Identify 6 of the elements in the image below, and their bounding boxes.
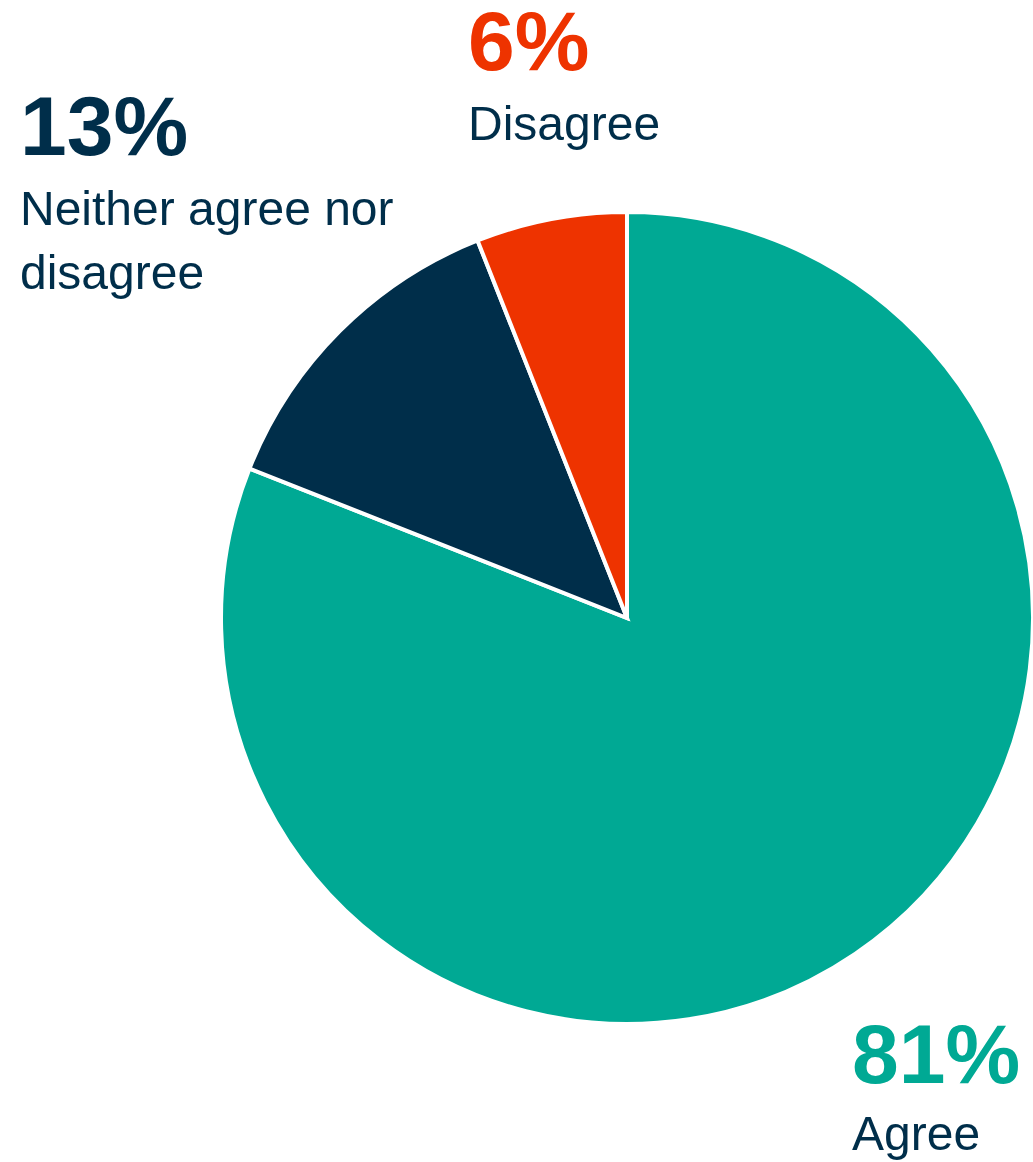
slice-label: Neither agree nor disagree xyxy=(20,182,394,299)
slice-label: Agree xyxy=(852,1107,981,1160)
data-label: 6% xyxy=(468,0,590,88)
slice-label: Disagree xyxy=(468,97,661,150)
data-label: 81% xyxy=(852,1007,1021,1101)
data-label: 13% xyxy=(20,79,189,173)
